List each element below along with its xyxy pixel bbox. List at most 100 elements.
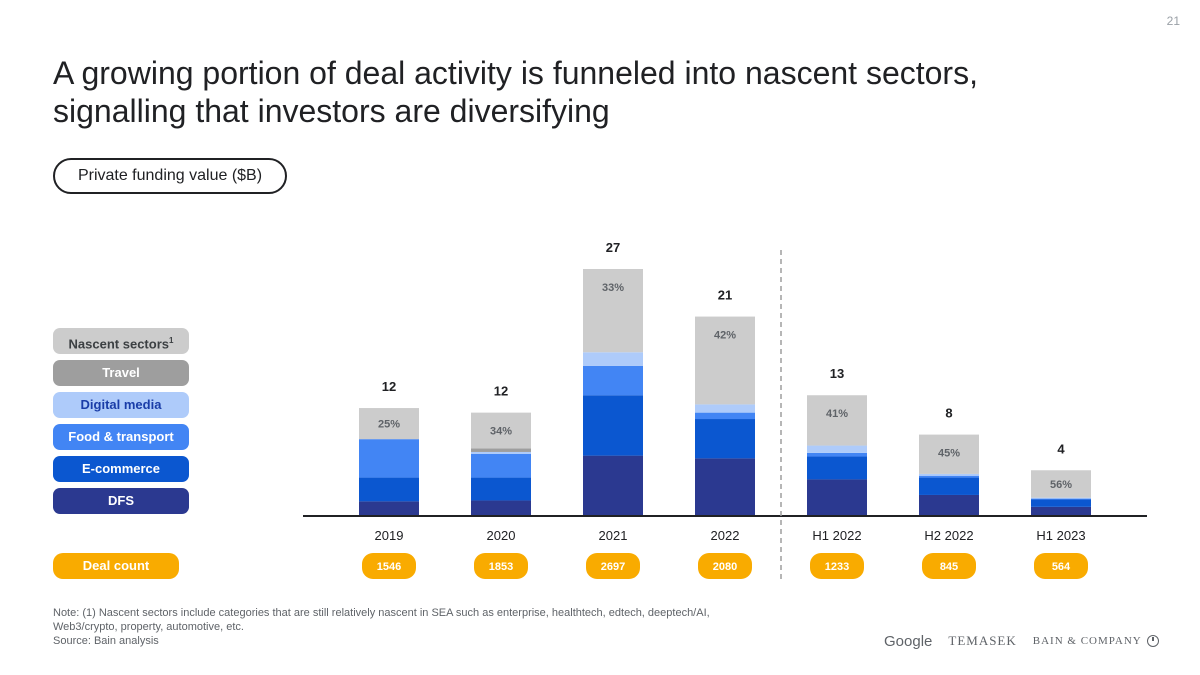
- bar-segment-digital-media: [919, 473, 979, 476]
- bar-segment-food-transport: [471, 453, 531, 478]
- bar-total-label: 27: [606, 240, 620, 255]
- deal-count-value: 845: [940, 561, 958, 573]
- nascent-share-label: 33%: [602, 282, 624, 294]
- bar-segment-food-transport: [1031, 498, 1091, 500]
- legend-label: Digital media: [80, 397, 162, 412]
- deal-count-pill: [922, 553, 976, 579]
- x-tick-label: H1 2023: [1036, 528, 1085, 543]
- x-tick-label: 2021: [599, 528, 628, 543]
- bar-segment-e-commerce: [919, 477, 979, 495]
- bar-segment-nascent-sectors: [583, 269, 643, 353]
- deal-count-value: 1546: [377, 561, 401, 573]
- bar-segment-dfs: [471, 500, 531, 516]
- legend-label: Nascent sectors: [68, 336, 169, 352]
- bar-total-label: 12: [382, 379, 396, 394]
- bar-segment-nascent-sectors: [359, 408, 419, 440]
- bar-segment-food-transport: [695, 412, 755, 420]
- bain-logo-text: BAIN & COMPANY: [1032, 635, 1142, 647]
- bar-total-label: 4: [1057, 441, 1065, 456]
- footnote-line-1: Note: (1) Nascent sectors include catego…: [53, 607, 710, 619]
- legend-item-e-commerce: E-commerce: [53, 456, 189, 482]
- page-number: 21: [1166, 14, 1180, 28]
- bain-logo: BAIN & COMPANY: [1033, 635, 1159, 647]
- bar-segment-dfs: [583, 455, 643, 516]
- deal-count-pill: [474, 553, 528, 579]
- deal-count-label: Deal count: [53, 553, 179, 579]
- bar-segment-nascent-sectors: [807, 395, 867, 446]
- deal-count-value: 564: [1052, 561, 1071, 573]
- bar-segment-dfs: [695, 458, 755, 516]
- legend-item-nascent-sectors: Nascent sectors1: [53, 328, 189, 354]
- bar-segment-e-commerce: [1031, 499, 1091, 507]
- bar-segment-nascent-sectors: [1031, 470, 1091, 498]
- source-line: Source: Bain analysis: [53, 635, 159, 647]
- bar-segment-dfs: [807, 479, 867, 516]
- partner-logos: Google TEMASEK BAIN & COMPANY: [884, 632, 1159, 650]
- nascent-share-label: 25%: [378, 419, 400, 431]
- bar-segment-nascent-sectors: [919, 434, 979, 474]
- nascent-share-label: 42%: [714, 330, 736, 342]
- legend-label: Food & transport: [68, 429, 174, 444]
- bar-segment-digital-media: [807, 445, 867, 453]
- bar-segment-digital-media: [1031, 497, 1091, 499]
- bar-segment-dfs: [359, 501, 419, 516]
- bar-segment-food-transport: [359, 439, 419, 478]
- bar-total-label: 21: [718, 288, 732, 303]
- legend-footnote-marker: 1: [169, 336, 174, 345]
- bar-segment-food-transport: [919, 475, 979, 478]
- deal-count-pill: [1034, 553, 1088, 579]
- bain-mark-icon: [1146, 635, 1159, 647]
- x-tick-label: 2020: [487, 528, 516, 543]
- legend-item-food-transport: Food & transport: [53, 424, 189, 450]
- bar-segment-digital-media: [695, 404, 755, 413]
- deal-count-pill: [810, 553, 864, 579]
- x-tick-label: 2019: [375, 528, 404, 543]
- temasek-logo: TEMASEK: [948, 633, 1017, 648]
- bar-total-label: 8: [945, 406, 952, 421]
- bar-segment-nascent-sectors: [471, 412, 531, 449]
- deal-count-value: 2080: [713, 561, 737, 573]
- bar-segment-e-commerce: [807, 456, 867, 480]
- bar-segment-e-commerce: [359, 477, 419, 502]
- nascent-share-label: 45%: [938, 448, 960, 460]
- nascent-share-label: 56%: [1050, 479, 1072, 491]
- footnote-line-2: Web3/crypto, property, automotive, etc.: [53, 621, 244, 633]
- legend-label: Travel: [102, 365, 140, 380]
- deal-count-value: 1233: [825, 561, 849, 573]
- bar-segment-digital-media: [583, 352, 643, 366]
- page-title-line-2: signalling that investors are diversifyi…: [53, 93, 610, 129]
- deal-count-pill: [362, 553, 416, 579]
- bar-segment-e-commerce: [583, 395, 643, 456]
- page-title: A growing portion of deal activity is fu…: [53, 54, 1113, 130]
- bar-segment-food-transport: [807, 452, 867, 457]
- legend-item-dfs: DFS: [53, 488, 189, 514]
- bar-segment-travel: [471, 448, 531, 452]
- bar-total-label: 12: [494, 384, 508, 399]
- bar-segment-digital-media: [471, 451, 531, 454]
- x-tick-label: 2022: [711, 528, 740, 543]
- x-tick-label: H1 2022: [812, 528, 861, 543]
- legend-item-digital-media: Digital media: [53, 392, 189, 418]
- google-logo: Google: [884, 632, 933, 650]
- legend-label: DFS: [108, 493, 134, 508]
- bar-segment-dfs: [1031, 506, 1091, 516]
- nascent-share-label: 34%: [490, 425, 512, 437]
- legend-item-travel: Travel: [53, 360, 189, 386]
- metric-label: Private funding value ($B): [53, 158, 287, 194]
- bar-segment-food-transport: [583, 365, 643, 396]
- bar-segment-e-commerce: [471, 477, 531, 501]
- deal-count-pill: [586, 553, 640, 579]
- stacked-bar-chart: 12 25% 2019 1546 12 34% 2020 1853 27 33% 2021 2697 2…: [303, 240, 1147, 580]
- footnote: Note: (1) Nascent sectors include catego…: [53, 606, 793, 648]
- x-tick-label: H2 2022: [924, 528, 973, 543]
- bar-segment-e-commerce: [695, 419, 755, 459]
- bar-segment-dfs: [919, 494, 979, 516]
- nascent-share-label: 41%: [826, 408, 848, 420]
- page-title-line-1: A growing portion of deal activity is fu…: [53, 55, 978, 91]
- bar-total-label: 13: [830, 366, 844, 381]
- deal-count-pill: [698, 553, 752, 579]
- deal-count-value: 1853: [489, 561, 513, 573]
- bar-segment-nascent-sectors: [695, 316, 755, 405]
- legend: Nascent sectors1 Travel Digital media Food …: [53, 328, 189, 520]
- deal-count-value: 2697: [601, 561, 625, 573]
